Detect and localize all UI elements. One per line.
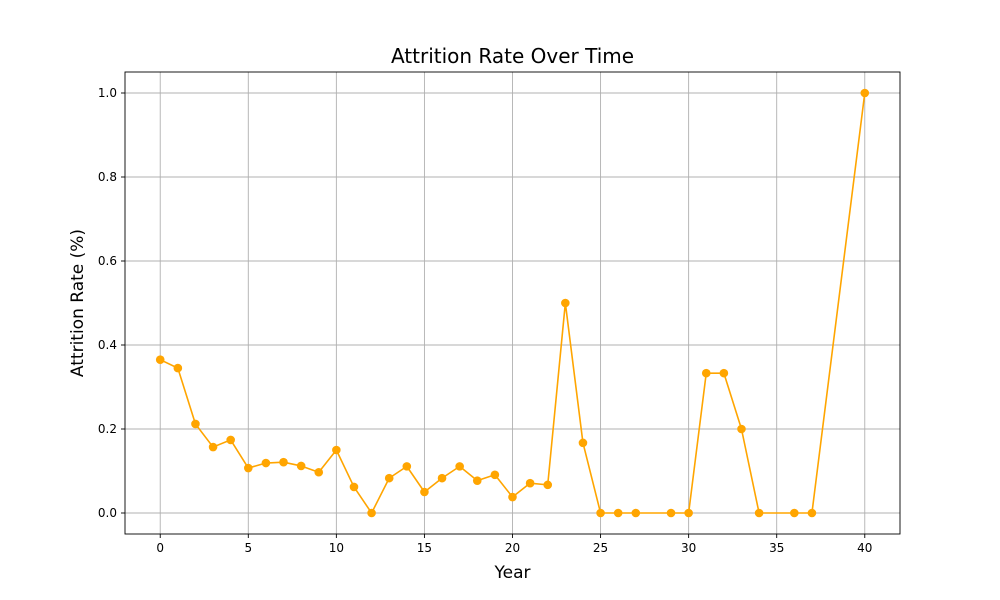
data-point: [578, 438, 588, 448]
data-point: [543, 480, 553, 490]
y-tick-label: 0.2: [98, 422, 117, 436]
data-point: [367, 508, 376, 518]
data-point: [508, 492, 517, 502]
data-point: [790, 508, 799, 518]
data-point: [208, 442, 218, 452]
data-point: [666, 508, 676, 518]
data-point: [261, 458, 271, 468]
data-point: [525, 478, 535, 488]
data-point: [561, 298, 570, 308]
data-point: [701, 368, 711, 378]
data-point: [613, 508, 623, 518]
data-point: [807, 508, 817, 518]
y-tick-label: 0.6: [98, 254, 117, 268]
x-axis-ticks: 0 5 10 15 20 25 30 35 40: [156, 534, 872, 555]
data-point: [384, 473, 394, 483]
x-tick-label: 15: [417, 541, 432, 555]
x-tick-label: 25: [593, 541, 608, 555]
data-point: [314, 467, 324, 477]
data-point: [349, 482, 359, 492]
data-point: [191, 419, 200, 429]
y-axis-label: Attrition Rate (%): [68, 229, 88, 377]
y-tick-label: 0.4: [98, 338, 117, 352]
data-point: [173, 363, 183, 373]
data-point: [226, 435, 235, 445]
data-point: [684, 508, 693, 518]
x-tick-label: 0: [156, 541, 164, 555]
data-point: [332, 445, 341, 455]
data-point: [279, 457, 288, 467]
y-axis-ticks: 0.0 0.2 0.4 0.6 0.8 1.0: [98, 86, 125, 520]
x-tick-label: 10: [329, 541, 344, 555]
data-point: [719, 368, 729, 378]
y-tick-label: 0.0: [98, 506, 117, 520]
chart-title: Attrition Rate Over Time: [391, 44, 634, 68]
data-point: [631, 508, 641, 518]
x-tick-label: 30: [681, 541, 696, 555]
data-point: [860, 88, 870, 98]
data-point: [455, 462, 464, 471]
y-tick-label: 0.8: [98, 170, 117, 184]
x-tick-label: 40: [857, 541, 872, 555]
data-point: [243, 463, 253, 473]
data-point: [420, 487, 429, 497]
data-point: [437, 473, 447, 483]
data-point: [402, 462, 412, 471]
x-axis-label: Year: [494, 563, 531, 583]
data-point: [472, 476, 482, 485]
data-point: [490, 470, 500, 480]
x-tick-label: 20: [505, 541, 520, 555]
x-tick-label: 35: [769, 541, 784, 555]
y-tick-label: 1.0: [98, 86, 117, 100]
x-tick-label: 5: [244, 541, 252, 555]
data-point: [754, 508, 764, 518]
data-point: [296, 461, 306, 471]
data-point: [155, 355, 165, 365]
data-point: [737, 424, 746, 434]
series-attrition: [155, 88, 870, 518]
data-point: [596, 508, 605, 518]
